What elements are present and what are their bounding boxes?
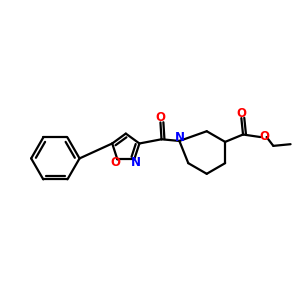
- Text: O: O: [236, 107, 246, 120]
- Text: N: N: [131, 156, 141, 169]
- Text: N: N: [175, 131, 185, 144]
- Text: O: O: [110, 156, 120, 169]
- Text: O: O: [259, 130, 269, 143]
- Text: O: O: [155, 111, 165, 124]
